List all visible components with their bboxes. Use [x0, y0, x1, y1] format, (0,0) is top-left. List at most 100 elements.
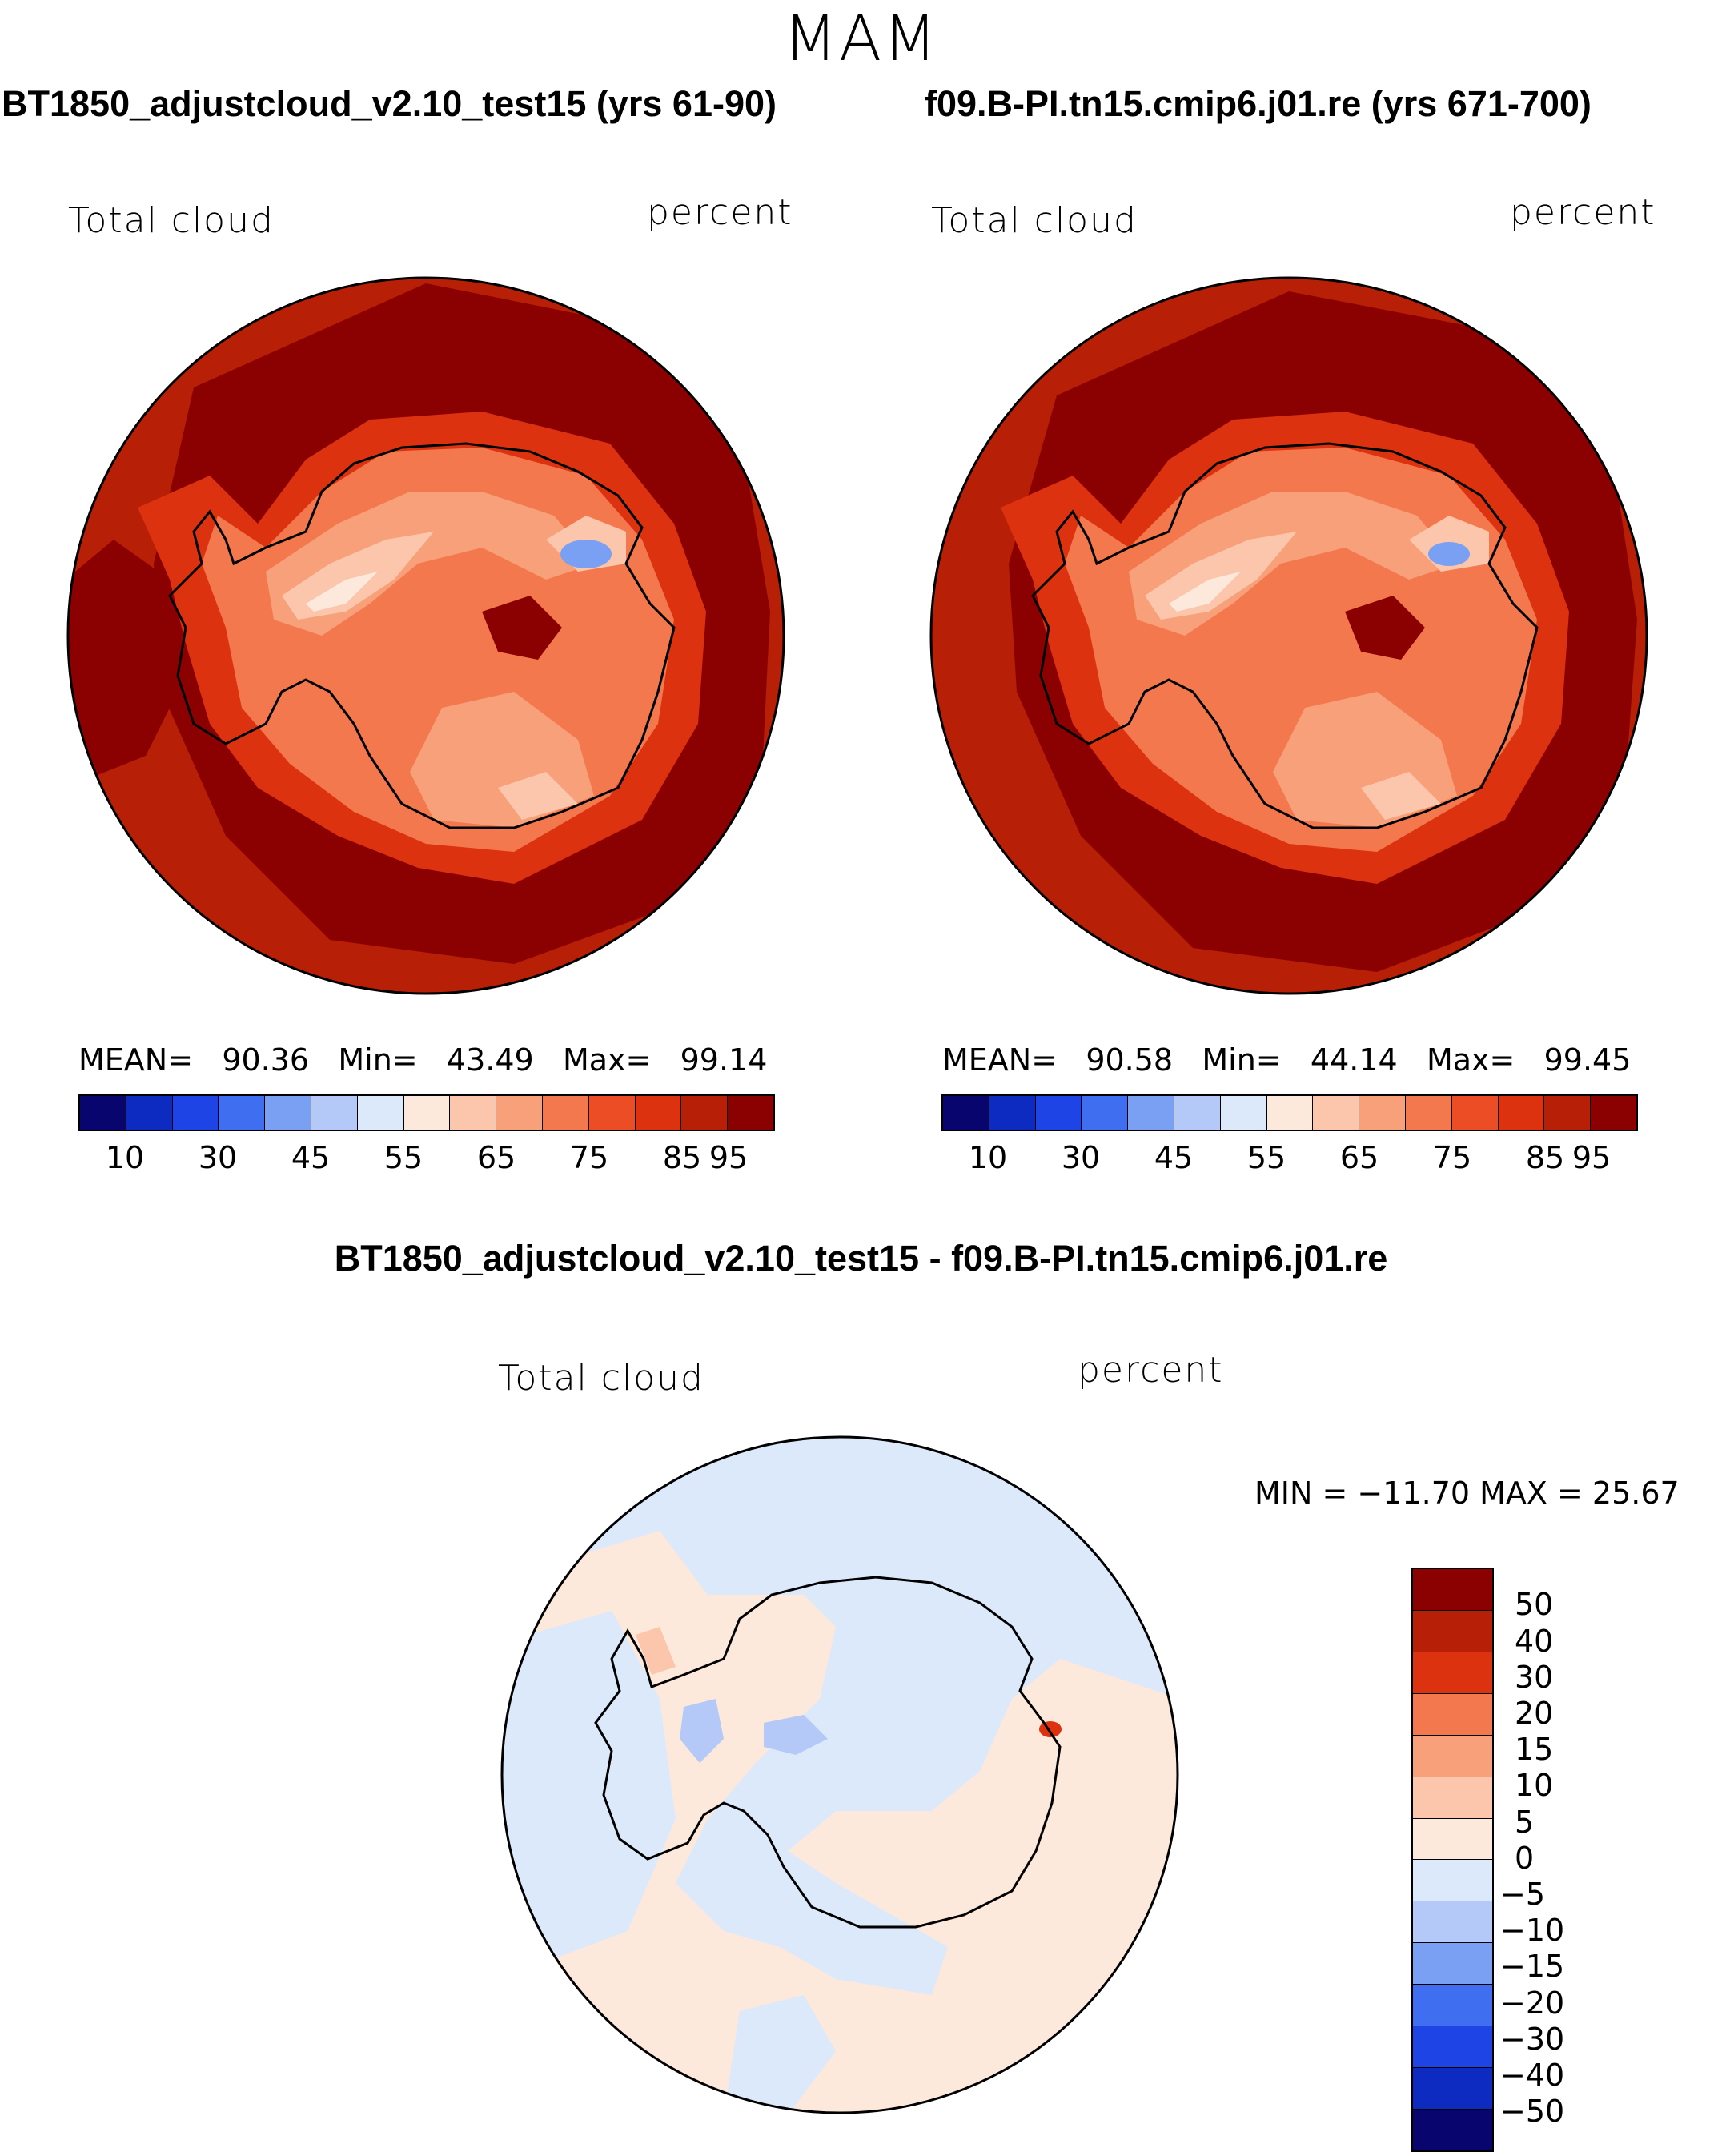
mean-label: MEAN=	[942, 1042, 1058, 1078]
high-cloud-west-region	[68, 540, 178, 788]
low-cloud-anomaly	[1428, 542, 1470, 566]
diff-variable-label: Total cloud	[498, 1358, 704, 1399]
diff-title: BT1850_adjustcloud_v2.10_test15 - f09.B-…	[334, 1238, 1388, 1279]
colorbar-swatch	[1266, 1096, 1314, 1130]
tick-label: 0	[1515, 1841, 1535, 1876]
tick-label: 30	[1061, 1140, 1101, 1175]
colorbar-swatch	[1413, 1943, 1492, 1985]
colorbar-swatch	[1359, 1096, 1406, 1130]
colorbar-swatch	[681, 1096, 729, 1130]
colorbar-swatch	[1413, 1860, 1492, 1902]
colorbar-swatch	[450, 1096, 497, 1130]
tick-label: 55	[1246, 1140, 1286, 1175]
colorbar-swatch	[172, 1096, 219, 1130]
left-case-title: BT1850_adjustcloud_v2.10_test15 (yrs 61-…	[2, 83, 777, 124]
tick-label: 95	[708, 1140, 749, 1175]
min-value: 43.49	[446, 1042, 534, 1078]
tick-label: 95	[1571, 1140, 1612, 1175]
colorbar-swatch	[126, 1096, 173, 1130]
map-boundary	[500, 1435, 1179, 2114]
colorbar-swatch	[357, 1096, 404, 1130]
continent-east-pale	[1361, 772, 1441, 820]
max-label: Max=	[562, 1042, 652, 1078]
tick-label: 30	[1515, 1660, 1554, 1695]
diff-min-max: MIN = −11.70 MAX = 25.67	[1254, 1475, 1680, 1511]
diff-units-label: percent	[1078, 1350, 1224, 1391]
tick-label: 10	[1515, 1768, 1554, 1803]
mean-value: 90.36	[222, 1042, 310, 1078]
left-variable-label: Total cloud	[68, 200, 275, 241]
colorbar-swatch	[311, 1096, 358, 1130]
colorbar-swatch	[1451, 1096, 1499, 1130]
colorbar-swatch	[1413, 1735, 1492, 1777]
colorbar-swatch	[635, 1096, 682, 1130]
colorbar-swatch	[1498, 1096, 1545, 1130]
colorbar-swatch	[1035, 1096, 1082, 1130]
continent-white-band	[306, 572, 378, 612]
interior-dark-patch	[1345, 596, 1425, 660]
right-stats: MEAN= 90.58 Min= 44.14 Max= 99.45	[942, 1042, 1631, 1078]
colorbar-swatch	[1413, 1818, 1492, 1861]
tick-label: 40	[1515, 1624, 1554, 1659]
tick-label: 55	[383, 1140, 423, 1175]
colorbar-swatch	[496, 1096, 543, 1130]
colorbar-swatch	[219, 1096, 266, 1130]
tick-label: 30	[198, 1140, 238, 1175]
colorbar-swatch	[1413, 2068, 1492, 2110]
negative-anomaly-peninsula	[680, 1699, 724, 1763]
colorbar-swatch	[1220, 1096, 1267, 1130]
tick-label: 85	[1525, 1140, 1565, 1175]
negative-anomaly-west	[502, 1611, 676, 1979]
colorbar-swatch	[80, 1096, 126, 1130]
season-title: MAM	[783, 3, 939, 75]
tick-label: 45	[1154, 1140, 1194, 1175]
left-colorbar-ticks: 10 30 45 55 65 75 85 95	[78, 1140, 775, 1180]
coastline	[594, 1576, 1062, 1929]
colorbar-swatch	[1413, 1985, 1492, 2027]
mean-value: 90.58	[1086, 1042, 1174, 1078]
colorbar-swatch	[1413, 1610, 1492, 1652]
right-variable-label: Total cloud	[931, 200, 1138, 241]
tick-label: −5	[1500, 1877, 1546, 1912]
colorbar-swatch	[1413, 1569, 1492, 1611]
colorbar-swatch	[1413, 2026, 1492, 2069]
negative-anomaly-interior	[764, 1715, 828, 1755]
negative-anomaly-region	[502, 1437, 1178, 1995]
right-colorbar	[941, 1094, 1638, 1131]
colorbar-swatch	[1591, 1096, 1636, 1130]
left-colorbar	[78, 1094, 775, 1131]
colorbar-swatch	[943, 1096, 989, 1130]
tick-label: 10	[105, 1140, 145, 1175]
tick-label: 20	[1515, 1696, 1554, 1731]
right-units-label: percent	[1510, 192, 1656, 233]
colorbar-swatch	[1413, 1652, 1492, 1694]
diff-colorbar	[1411, 1568, 1494, 2152]
colorbar-swatch	[1405, 1096, 1452, 1130]
mean-label: MEAN=	[78, 1042, 194, 1078]
tick-label: 50	[1515, 1587, 1554, 1622]
tick-label: 75	[1432, 1140, 1472, 1175]
tick-label: 85	[662, 1140, 702, 1175]
min-label: Min=	[338, 1042, 418, 1078]
min-value: 44.14	[1310, 1042, 1398, 1078]
tick-label: 45	[291, 1140, 331, 1175]
tick-label: −15	[1500, 1949, 1565, 1984]
colorbar-swatch	[989, 1096, 1036, 1130]
colorbar-swatch	[1413, 1693, 1492, 1736]
tick-label: −30	[1500, 2022, 1565, 2057]
map-boundary	[929, 276, 1648, 995]
colorbar-swatch	[1413, 2109, 1492, 2150]
tick-label: −50	[1500, 2094, 1565, 2129]
low-cloud-anomaly	[560, 540, 612, 568]
colorbar-swatch	[403, 1096, 451, 1130]
tick-label: 75	[569, 1140, 609, 1175]
coastline	[168, 442, 676, 829]
min-label: Min=	[1202, 1042, 1282, 1078]
map-boundary	[66, 276, 785, 995]
colorbar-swatch	[1413, 1777, 1492, 1819]
interior-dark-patch	[482, 596, 562, 660]
colorbar-swatch	[1544, 1096, 1592, 1130]
diff-polar-map	[500, 1435, 1179, 2114]
right-polar-map	[929, 276, 1648, 995]
left-polar-map	[66, 276, 785, 995]
